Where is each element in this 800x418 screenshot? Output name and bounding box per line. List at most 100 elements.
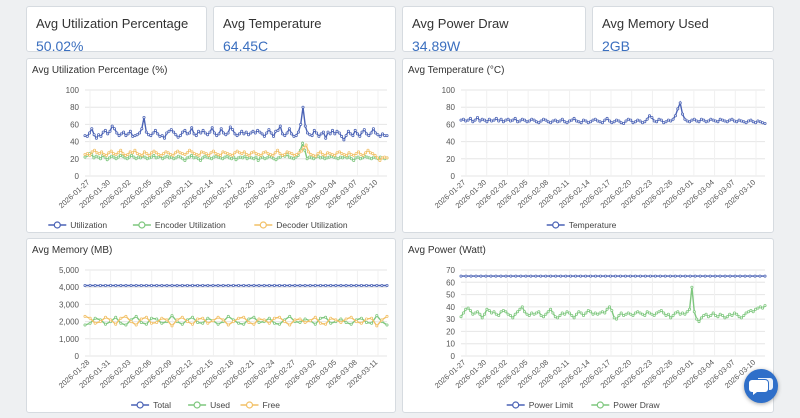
chat-button[interactable] <box>744 369 778 403</box>
data-point <box>532 312 536 316</box>
data-point <box>716 315 720 319</box>
data-point <box>257 153 261 157</box>
y-tick-label: 3,000 <box>59 300 80 309</box>
data-point <box>310 134 314 138</box>
data-point <box>511 118 515 122</box>
data-point <box>739 316 743 320</box>
data-point <box>652 119 656 123</box>
data-point <box>349 153 353 157</box>
data-point <box>150 316 154 320</box>
data-point <box>88 284 92 288</box>
data-point <box>702 118 706 122</box>
data-point <box>591 312 595 316</box>
data-point <box>735 312 739 316</box>
data-point <box>497 119 501 123</box>
data-point <box>96 155 100 159</box>
data-point <box>749 118 753 122</box>
legend-item-power-limit[interactable]: Power Limit <box>506 400 574 410</box>
data-point <box>203 131 207 135</box>
data-point <box>152 149 156 153</box>
data-point <box>738 274 742 278</box>
data-point <box>209 151 213 155</box>
data-point <box>144 284 148 288</box>
memory-chart: 01,0002,0003,0004,0005,0002026-01-282026… <box>57 266 389 410</box>
data-point <box>375 314 379 318</box>
data-point <box>570 118 574 122</box>
data-point <box>208 130 212 134</box>
data-point <box>354 152 358 156</box>
data-point <box>551 119 555 123</box>
data-point <box>285 131 289 135</box>
legend-item-free[interactable]: Free <box>240 400 281 410</box>
data-point <box>459 274 463 278</box>
series-power-limit <box>459 274 767 278</box>
y-tick-label: 0 <box>75 172 80 181</box>
data-point <box>758 305 762 309</box>
data-point <box>359 284 363 288</box>
data-point <box>474 274 478 278</box>
data-point <box>527 314 531 318</box>
legend-item-total[interactable]: Total <box>131 400 171 410</box>
data-point <box>196 321 200 325</box>
legend-item-used[interactable]: Used <box>188 400 230 410</box>
data-point <box>192 152 196 156</box>
data-point <box>163 155 167 159</box>
data-point <box>132 155 136 159</box>
data-point <box>247 153 251 157</box>
data-point <box>164 150 168 154</box>
y-tick-label: 0 <box>451 352 456 361</box>
data-point <box>165 318 169 322</box>
data-point <box>716 120 720 124</box>
data-point <box>247 317 251 321</box>
data-point <box>218 153 222 157</box>
data-point <box>483 118 487 122</box>
legend-item-encoder-utilization[interactable]: Encoder Utilization <box>132 220 226 230</box>
data-point <box>560 311 564 315</box>
data-point <box>119 153 123 157</box>
data-point <box>645 117 649 121</box>
data-point <box>321 155 325 159</box>
data-point <box>303 124 307 128</box>
data-point <box>126 132 130 136</box>
data-point <box>196 317 200 321</box>
data-point <box>742 314 746 318</box>
data-point <box>520 305 524 309</box>
data-point <box>537 121 541 125</box>
data-point <box>556 316 560 320</box>
data-point <box>344 321 348 325</box>
data-point <box>252 284 256 288</box>
data-point <box>178 134 182 138</box>
y-tick-label: 5,000 <box>59 266 80 275</box>
data-point <box>242 132 246 136</box>
data-point <box>297 151 301 155</box>
data-point <box>266 152 270 156</box>
data-point <box>140 153 144 157</box>
data-point <box>385 314 389 318</box>
legend-item-power-draw[interactable]: Power Draw <box>591 400 660 410</box>
legend-item-utilization[interactable]: Utilization <box>48 220 107 230</box>
data-point <box>636 118 640 122</box>
legend-item-decoder-utilization[interactable]: Decoder Utilization <box>254 220 348 230</box>
data-point <box>732 311 736 315</box>
data-point <box>85 152 89 156</box>
data-point <box>226 152 230 156</box>
data-point <box>579 311 583 315</box>
data-point <box>351 134 355 138</box>
data-point <box>658 274 662 278</box>
data-point <box>356 155 360 159</box>
data-point <box>160 134 164 138</box>
data-point <box>342 138 346 142</box>
data-point <box>93 284 97 288</box>
data-point <box>196 284 200 288</box>
data-point <box>104 322 108 326</box>
data-point <box>95 151 99 155</box>
data-point <box>199 131 203 135</box>
data-point <box>513 312 517 316</box>
data-point <box>743 274 747 278</box>
y-tick-label: 10 <box>446 340 455 349</box>
data-point <box>647 114 651 118</box>
data-point <box>359 321 363 325</box>
legend-item-temperature[interactable]: Temperature <box>546 220 617 230</box>
data-point <box>584 311 588 315</box>
data-point <box>572 316 576 320</box>
